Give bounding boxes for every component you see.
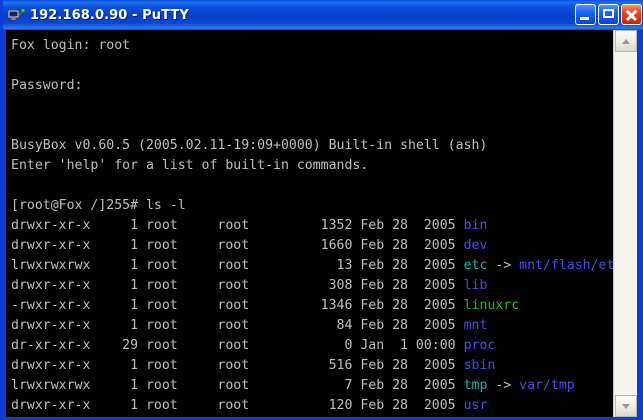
file-listing-row: -rwxr-xr-x 1 root root 1346 Feb 28 2005 …: [11, 298, 520, 313]
terminal-line: Enter 'help' for a list of built-in comm…: [11, 158, 369, 173]
terminal-scrollbar[interactable]: [613, 30, 637, 417]
file-listing-row: drwxr-xr-x 1 root root 308 Feb 28 2005 l…: [11, 278, 488, 293]
putty-terminal-icon: [7, 6, 26, 24]
file-listing-row: lrwxrwxrwx 1 root root 13 Feb 28 2005 et…: [11, 258, 619, 273]
terminal-line: Password:: [11, 78, 83, 93]
title-bar[interactable]: 192.168.0.90 - PuTTY: [3, 0, 643, 30]
terminal-line: [11, 176, 619, 196]
file-listing-row: dr-xr-xr-x 29 root root 0 Jan 1 00:00 pr…: [11, 338, 496, 353]
terminal-line: [root@Fox /]255# ls -l: [11, 198, 186, 213]
scroll-down-arrow-icon[interactable]: [615, 395, 637, 417]
file-listing-row: drwxr-xr-x 1 root root 1352 Feb 28 2005 …: [11, 218, 488, 233]
file-listing-row: lrwxrwxrwx 1 root root 7 Feb 28 2005 tmp…: [11, 378, 575, 393]
terminal-line: Fox login: root: [11, 38, 131, 53]
file-listing-row: drwxr-xr-x 1 root root 516 Feb 28 2005 s…: [11, 358, 496, 373]
terminal-screen[interactable]: Fox login: root Password: BusyBox v0.60.5 …: [6, 30, 619, 417]
file-listing-row: drwxr-xr-x 1 root root 84 Feb 28 2005 mn…: [11, 318, 488, 333]
file-listing-row: drwxr-xr-x 8 root root 160 Jan 1 00:00 v…: [11, 416, 619, 417]
terminal-line: [11, 96, 619, 116]
file-listing-row: drwxr-xr-x 1 root root 120 Feb 28 2005 u…: [11, 398, 488, 413]
terminal-line: BusyBox v0.60.5 (2005.02.11-19:09+0000) …: [11, 138, 488, 153]
window-controls: [575, 4, 642, 25]
scroll-up-arrow-icon[interactable]: [615, 30, 637, 52]
terminal-output: Fox login: root Password: BusyBox v0.60.5 …: [11, 36, 619, 417]
minimize-button[interactable]: [575, 4, 596, 25]
scrollbar-track[interactable]: [615, 52, 637, 395]
maximize-button[interactable]: [598, 4, 619, 25]
window-title: 192.168.0.90 - PuTTY: [30, 7, 189, 23]
close-button[interactable]: [621, 4, 642, 25]
file-listing-row: drwxr-xr-x 1 root root 1660 Feb 28 2005 …: [11, 238, 488, 253]
terminal-line: [11, 56, 619, 76]
terminal-line: [11, 116, 619, 136]
